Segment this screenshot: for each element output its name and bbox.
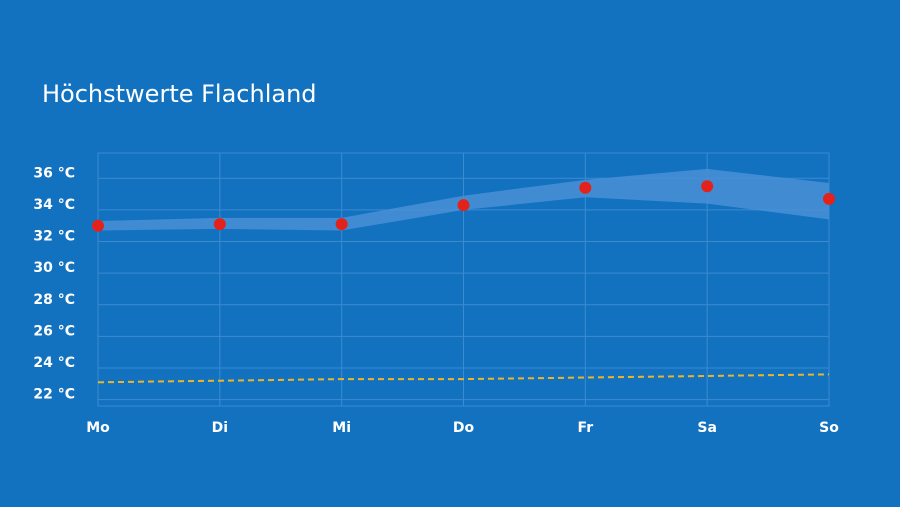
y-tick-label: 24 °C	[33, 355, 75, 371]
data-point	[213, 218, 226, 231]
data-point	[335, 218, 348, 231]
x-tick-label: Do	[453, 420, 475, 436]
x-tick-label: Di	[212, 420, 228, 436]
data-point	[457, 199, 470, 212]
x-tick-label: Fr	[578, 420, 594, 436]
data-point	[92, 219, 104, 232]
y-tick-label: 28 °C	[33, 292, 75, 308]
x-tick-label: Sa	[697, 420, 717, 436]
data-point	[701, 180, 714, 193]
x-tick-label: So	[819, 420, 839, 436]
y-tick-label: 30 °C	[33, 260, 75, 276]
y-tick-label: 26 °C	[33, 323, 75, 339]
chart-title: Höchstwerte Flachland	[42, 80, 317, 108]
y-tick-label: 32 °C	[33, 229, 75, 245]
y-tick-label: 36 °C	[33, 165, 75, 181]
y-tick-label: 34 °C	[33, 197, 75, 213]
average-line	[97, 373, 830, 384]
y-tick-label: 22 °C	[33, 387, 75, 403]
x-tick-label: Mo	[86, 420, 110, 436]
data-point	[823, 192, 835, 205]
x-tick-label: Mi	[332, 420, 351, 436]
data-point	[579, 181, 592, 194]
